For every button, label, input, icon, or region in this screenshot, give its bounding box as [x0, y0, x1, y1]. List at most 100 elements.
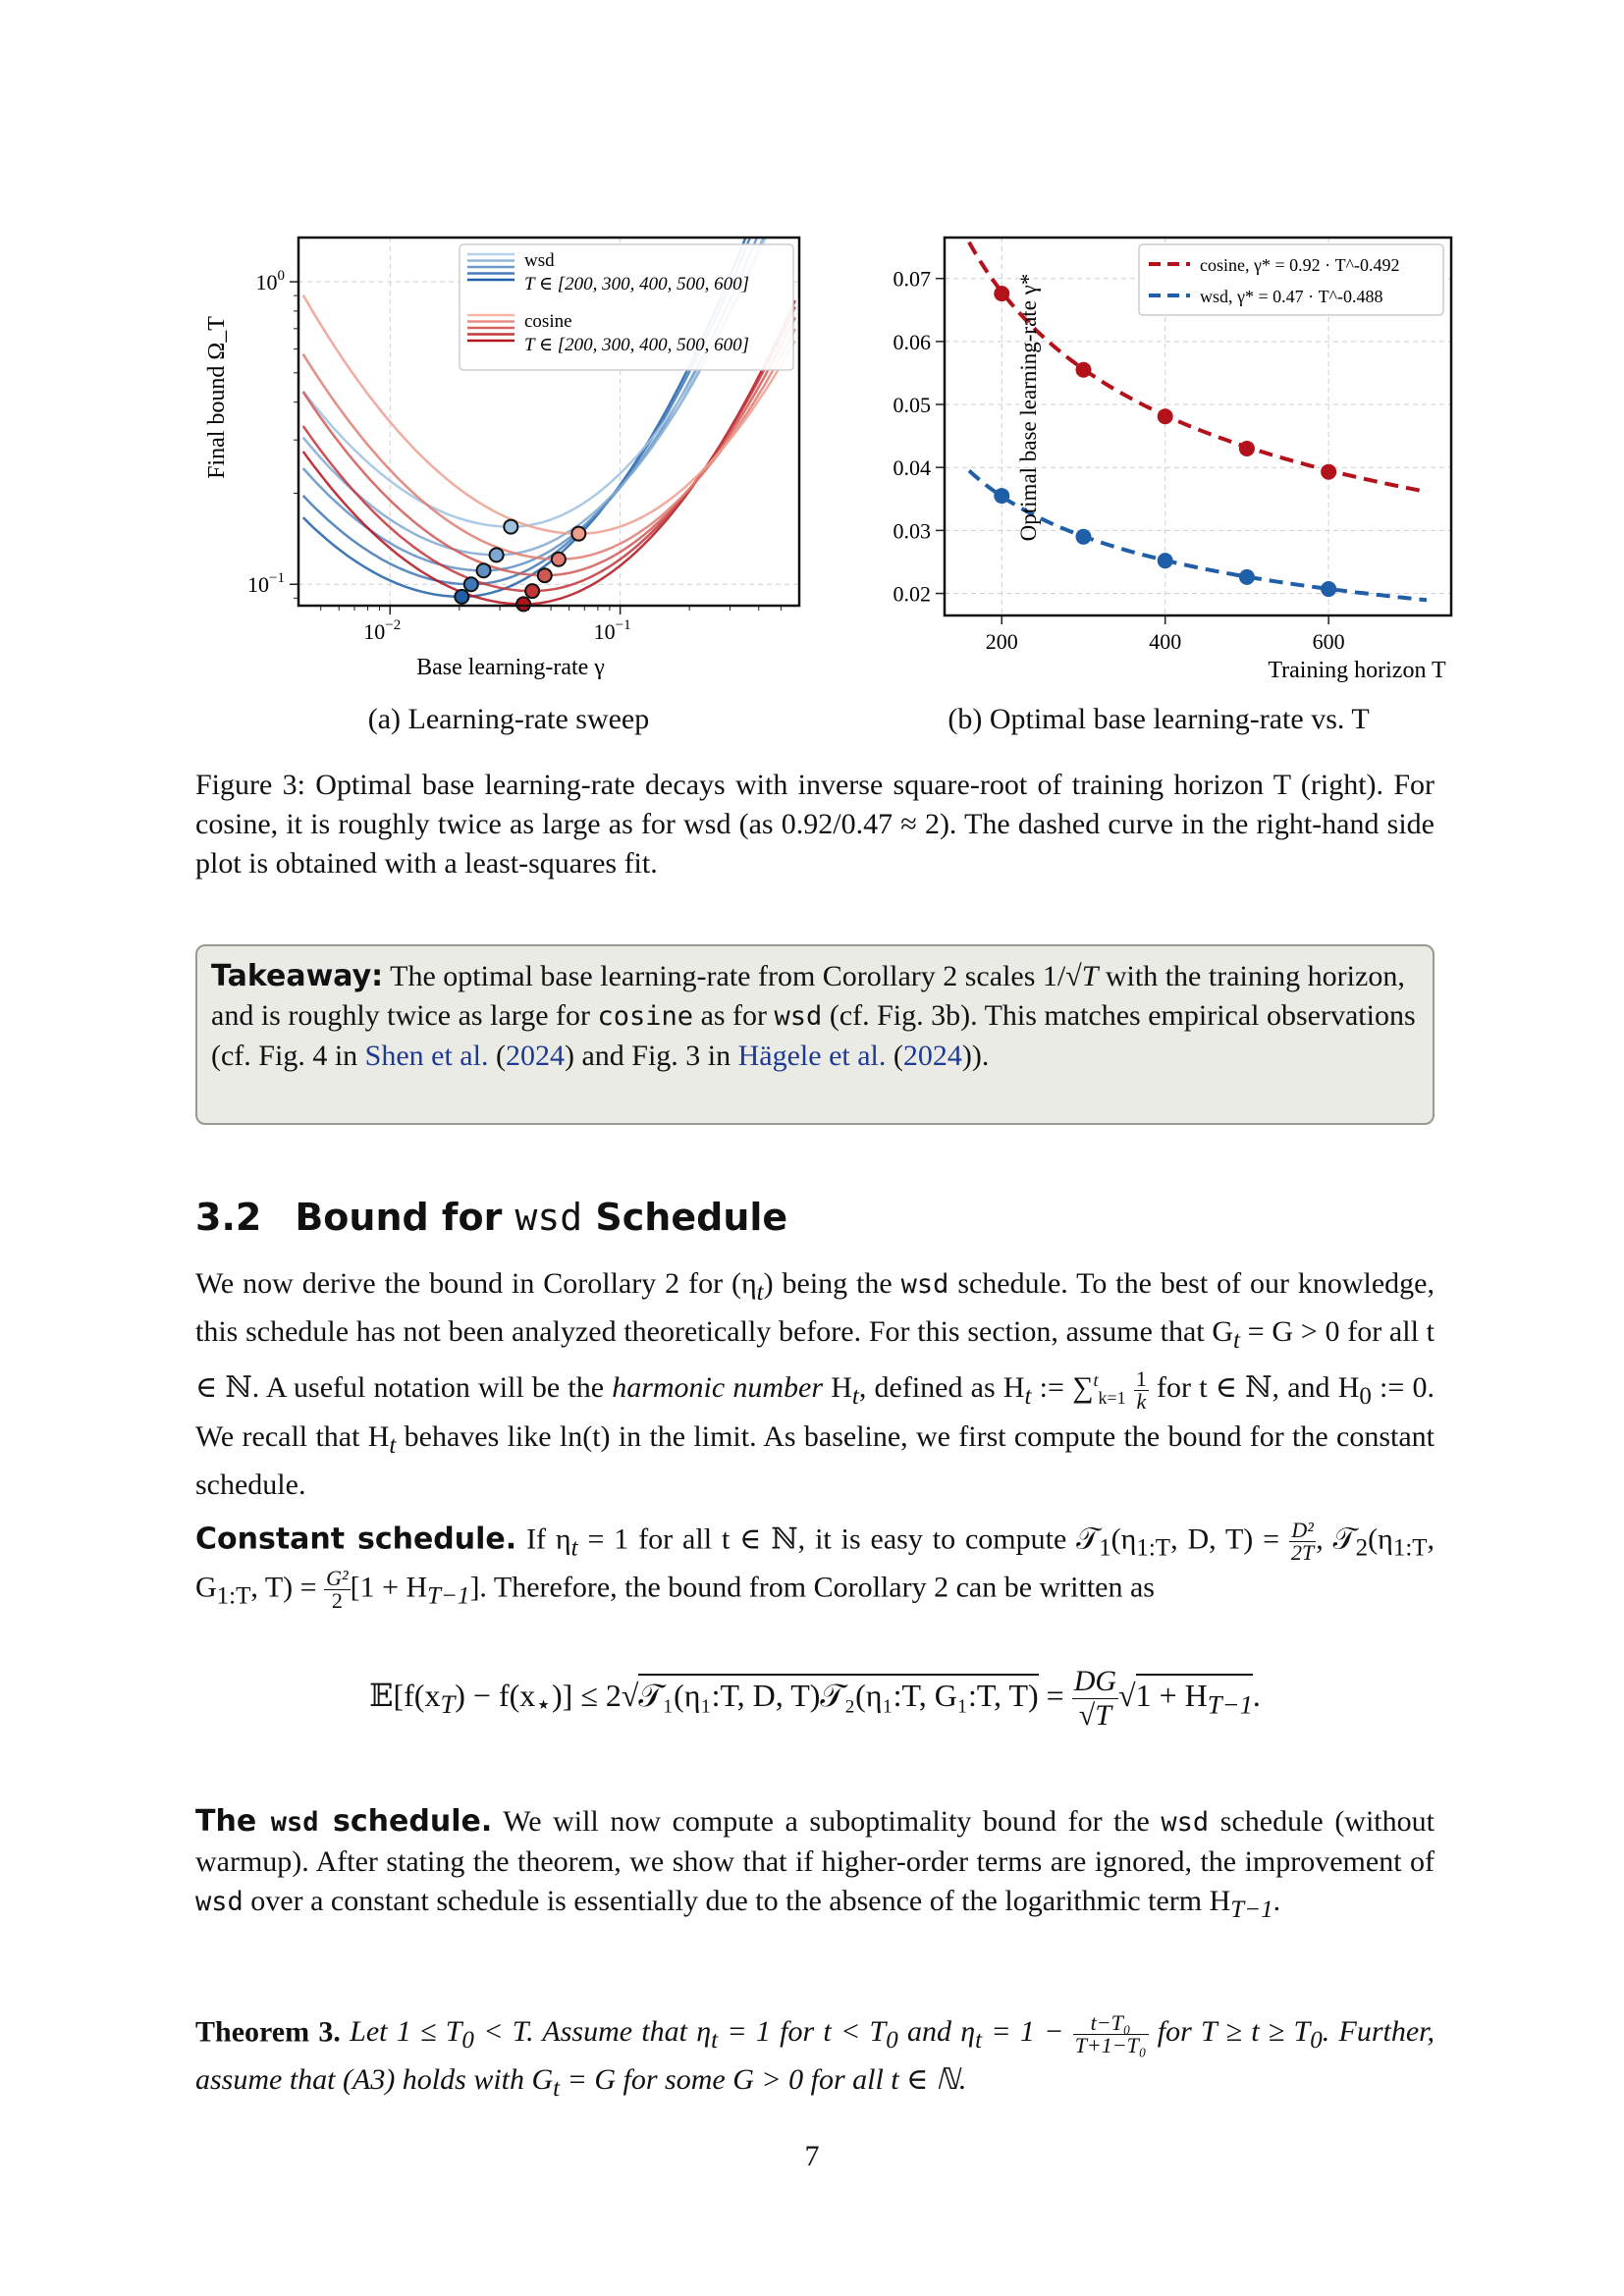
t-d-sub: t — [975, 2027, 983, 2055]
subcaption-b: (b) Optimal base learning-rate vs. T — [864, 703, 1453, 736]
chart-a-ytick-label: 100 — [256, 268, 286, 294]
eq-equals: = — [1038, 1677, 1072, 1713]
eq-end: . — [1252, 1677, 1261, 1713]
chart-a-ylabel: Final bound Ω_T — [204, 316, 230, 479]
chart-a-legend-sub: T ∈ [200, 300, 400, 500, 600] — [524, 335, 749, 355]
eq-lhs2-sub: ⋆ — [535, 1689, 552, 1720]
chart-b-point-cosine-200 — [994, 286, 1010, 302]
caption-label: Figure 3: — [195, 769, 305, 801]
theorem-3: Theorem 3. Let 1 ≤ T0 < T. Assume that η… — [195, 2012, 1435, 2109]
c-b: = 1 for all t ∈ ℕ, it is easy to compute… — [577, 1522, 1100, 1556]
chart-b-ytick-label: 0.03 — [893, 518, 932, 543]
takeaway-box: Takeaway: The optimal base learning-rate… — [195, 944, 1435, 1125]
subcaption-a: (a) Learning-rate sweep — [367, 703, 650, 735]
p1-g-sup: t — [1093, 1370, 1099, 1390]
takeaway-text-2: with the training horizon, and is roughl… — [211, 960, 1405, 1032]
wsd-heading-code: wsd — [270, 1807, 319, 1838]
chart-a-curve-cosine-600 — [301, 294, 796, 535]
chart-b-xtick-label: 600 — [1313, 629, 1345, 654]
wsd-heading-a: The — [195, 1804, 271, 1839]
chart-a-ytick-label: 10−1 — [247, 570, 285, 597]
takeaway-code-wsd: wsd — [774, 1001, 823, 1032]
t-frac-den: T+1−T₀ — [1074, 2033, 1147, 2057]
t-h-sub: t — [553, 2075, 561, 2103]
chart-b-point-cosine-300 — [1075, 361, 1092, 378]
takeaway-text-1: The optimal base learning-rate from Coro… — [383, 960, 1066, 992]
p1-c: schedule. To the best of our knowledge, … — [195, 1267, 1435, 1348]
chart-b-frame — [943, 236, 1453, 617]
takeaway-text-4: (cf. Fig. 3b). This matches empirical ob… — [211, 999, 1416, 1072]
p1-i: := 0. We recall that H — [195, 1371, 1435, 1453]
chart-a-min-marker-wsd-200 — [454, 588, 470, 605]
p1-d: = G > 0 for all t ∈ ℕ. A useful notation… — [195, 1315, 1435, 1404]
chart-a-legend-name: cosine — [524, 311, 572, 332]
c-frac1-den: 2T — [1291, 1540, 1315, 1565]
chart-a-min-marker-cosine-400 — [536, 567, 553, 584]
t-a-sub: 0 — [461, 2027, 474, 2055]
chart-b-point-wsd-600 — [1321, 581, 1337, 598]
p1-f: , defined as H — [858, 1371, 1025, 1404]
paragraph-intro: We now derive the bound in Corollary 2 f… — [195, 1264, 1435, 1505]
chart-b-ytick-label: 0.06 — [893, 330, 932, 354]
chart-b-ytick-label: 0.02 — [893, 582, 932, 607]
section-title-b: Schedule — [582, 1196, 788, 1239]
chart-a-xtick-label: 10−1 — [594, 617, 631, 644]
eq-lhs-sub: T — [440, 1689, 456, 1720]
eq-rhs-sub: T−1 — [1207, 1689, 1253, 1720]
chart-a-legend-sub: T ∈ [200, 300, 400, 500, 600] — [524, 274, 749, 294]
subcaption-b-text: (b) Optimal base learning-rate vs. T — [947, 703, 1370, 735]
wsd-heading-b: schedule. — [318, 1804, 493, 1839]
ref-shen-year[interactable]: 2024 — [505, 1040, 565, 1072]
w-a: We will now compute a suboptimality boun… — [492, 1805, 1162, 1838]
chart-b-point-wsd-400 — [1157, 553, 1173, 569]
takeaway-code-cosine: cosine — [597, 1001, 694, 1032]
figure-caption: Figure 3: Optimal base learning-rate dec… — [195, 766, 1435, 883]
chart-a-min-marker-cosine-600 — [570, 525, 587, 542]
c-f: (η — [1368, 1522, 1393, 1556]
takeaway-text-6: )). — [961, 1040, 990, 1072]
eq-rhs-sqrt: √ — [1118, 1677, 1136, 1713]
p1-a: We now derive the bound in Corollary 2 f… — [195, 1267, 757, 1300]
eq-frac: DG √T — [1071, 1665, 1119, 1733]
chart-b-point-wsd-200 — [994, 488, 1010, 505]
t-b: < T. Assume that η — [473, 2015, 712, 2049]
chart-a-min-marker-wsd-600 — [503, 518, 519, 535]
chart-b-ytick-label: 0.07 — [893, 267, 932, 292]
eq-lhs3: )] ≤ 2√ — [551, 1677, 639, 1713]
chart-a-min-marker-wsd-400 — [475, 562, 492, 579]
c-g-sub: 1:T — [216, 1582, 251, 1610]
chart-a: 10−2 10−1 100 10−1 wsd T ∈ [200, 300, 400, 50… — [204, 236, 801, 680]
w-c: over a constant schedule is essentially … — [243, 1885, 1231, 1917]
eq-frac-den: √T — [1078, 1699, 1111, 1732]
chart-a-xtick-exp: −2 — [385, 617, 401, 633]
c-i-sub: T−1 — [427, 1582, 470, 1610]
w-b: schedule (without warmup). After stating… — [195, 1805, 1435, 1878]
p1-f-sub: t — [1024, 1383, 1032, 1410]
chart-b-point-cosine-400 — [1157, 408, 1173, 425]
chart-b-xtick-label: 200 — [986, 629, 1018, 654]
c-frac1: D² 2T — [1289, 1520, 1317, 1565]
w-code1: wsd — [1161, 1807, 1210, 1838]
chart-b-ytick-label: 0.05 — [893, 393, 932, 417]
ref-hagele-year[interactable]: 2024 — [902, 1040, 962, 1072]
ref-hagele-link[interactable]: Hägele et al. — [737, 1040, 887, 1072]
c-j: ]. Therefore, the bound from Corollary 2… — [469, 1571, 1155, 1604]
eq-rhs-radicand: 1 + H — [1135, 1677, 1208, 1713]
chart-b-ytick-label: 0.04 — [893, 455, 932, 480]
t-c: = 1 for t < T — [718, 2015, 887, 2049]
chart-a-min-marker-cosine-300 — [524, 583, 541, 600]
p1-g: := ∑ — [1031, 1371, 1094, 1404]
chart-b-legend-label-cosine: cosine, γ* = 0.92 · T^-0.492 — [1200, 255, 1400, 275]
chart-a-ytick-exp: 0 — [278, 268, 286, 284]
p1-e: H — [823, 1371, 852, 1404]
page-number: 7 — [804, 2140, 820, 2172]
t-g-sub: 0 — [1310, 2027, 1323, 2055]
p1-frac-num: 1 — [1133, 1365, 1149, 1391]
ref-shen-link[interactable]: Shen et al. — [364, 1040, 489, 1072]
c-a: If η — [516, 1522, 571, 1556]
t-a: Let 1 ≤ T — [340, 2015, 462, 2049]
p1-g-sub: k=1 — [1098, 1388, 1126, 1408]
t-e: = 1 − — [982, 2015, 1073, 2049]
eq-radicand: 𝒯₁(η₁:T, D, T)𝒯₂(η₁:T, G₁:T, T) — [638, 1673, 1039, 1713]
